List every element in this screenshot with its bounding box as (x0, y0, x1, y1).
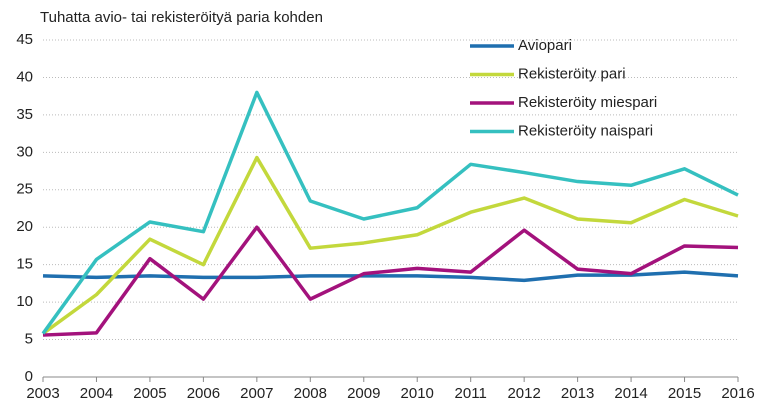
y-tick-label: 5 (25, 331, 33, 348)
x-tick-label: 2011 (455, 385, 487, 402)
x-tick-label: 2005 (133, 385, 166, 402)
y-tick-label: 15 (16, 256, 33, 273)
x-tick-label: 2009 (347, 385, 380, 402)
x-tick-label: 2010 (401, 385, 434, 402)
x-tick-label: 2012 (507, 385, 540, 402)
x-tick-label: 2004 (80, 385, 113, 402)
y-tick-label: 0 (25, 368, 33, 385)
x-tick-label: 2006 (187, 385, 220, 402)
y-tick-label: 30 (16, 143, 33, 160)
legend-label: Aviopari (518, 37, 572, 54)
series-line (42, 270, 739, 283)
y-tick-label: 40 (16, 68, 33, 85)
x-tick-label: 2007 (240, 385, 273, 402)
legend-label: Rekisteröity miespari (518, 94, 657, 111)
x-tick-label: 2003 (26, 385, 59, 402)
y-tick-label: 45 (16, 31, 33, 48)
series-line (41, 155, 739, 335)
series-line (42, 225, 739, 337)
y-tick-label: 35 (16, 106, 33, 123)
legend-label: Rekisteröity pari (518, 65, 626, 82)
series-line (41, 90, 739, 335)
y-tick-label: 10 (16, 293, 33, 310)
y-tick-label: 20 (16, 218, 33, 235)
y-tick-label: 25 (16, 181, 33, 198)
x-tick-label: 2015 (668, 385, 701, 402)
x-tick-label: 2013 (561, 385, 594, 402)
x-tick-label: 2014 (614, 385, 647, 402)
x-tick-label: 2016 (721, 385, 754, 402)
chart-title: Tuhatta avio- tai rekisteröityä paria ko… (40, 9, 323, 26)
x-tick-label: 2008 (294, 385, 327, 402)
legend-label: Rekisteröity naispari (518, 122, 653, 139)
